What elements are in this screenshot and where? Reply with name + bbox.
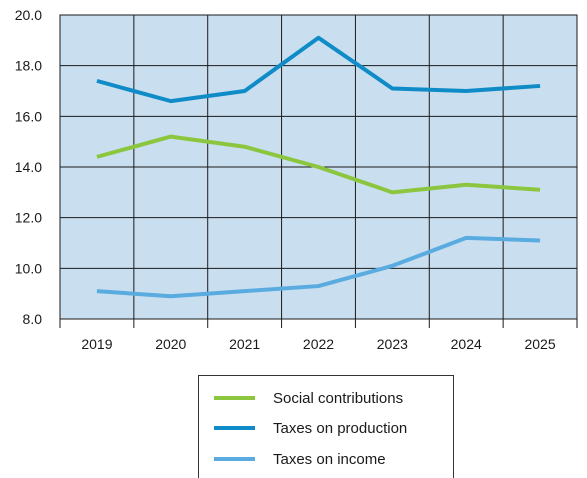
y-tick-label: 18.0 (15, 58, 42, 74)
y-tick-label: 12.0 (15, 210, 42, 226)
legend-swatch-social-contributions (214, 396, 255, 400)
y-tick-label: 10.0 (15, 260, 42, 276)
y-tick-label: 16.0 (15, 108, 42, 124)
x-axis: 2019 2020 2021 2022 2023 2024 2025 (59, 319, 578, 352)
x-tick-label: 2020 (155, 336, 186, 352)
legend-label: Taxes on income (273, 450, 386, 468)
x-tick-label: 2022 (303, 336, 334, 352)
series-layer (96, 35, 541, 299)
legend-swatch-taxes-on-income (214, 457, 255, 461)
x-tick-label: 2025 (524, 336, 555, 352)
legend-label: Taxes on production (273, 419, 408, 437)
x-tick-label: 2024 (451, 336, 482, 352)
gridlines (60, 14, 577, 320)
x-tick-label: 2019 (81, 336, 112, 352)
y-tick-label: 20.0 (15, 7, 42, 23)
y-tick-label: 8.0 (23, 311, 43, 327)
y-axis: 8.0 10.0 12.0 14.0 16.0 18.0 20.0 (15, 7, 42, 327)
legend-label: Social contributions (273, 389, 404, 407)
x-tick-label: 2021 (229, 336, 260, 352)
x-tick-label: 2023 (377, 336, 408, 352)
line-chart: 2019 2020 2021 2022 2023 2024 2025 8.0 10.0 12.0… (15, 7, 578, 352)
legend-swatch-taxes-on-production (214, 426, 255, 430)
y-tick-label: 14.0 (15, 159, 42, 175)
plot-border (59, 14, 578, 320)
legend: Social contributions Taxes on production… (198, 375, 454, 478)
